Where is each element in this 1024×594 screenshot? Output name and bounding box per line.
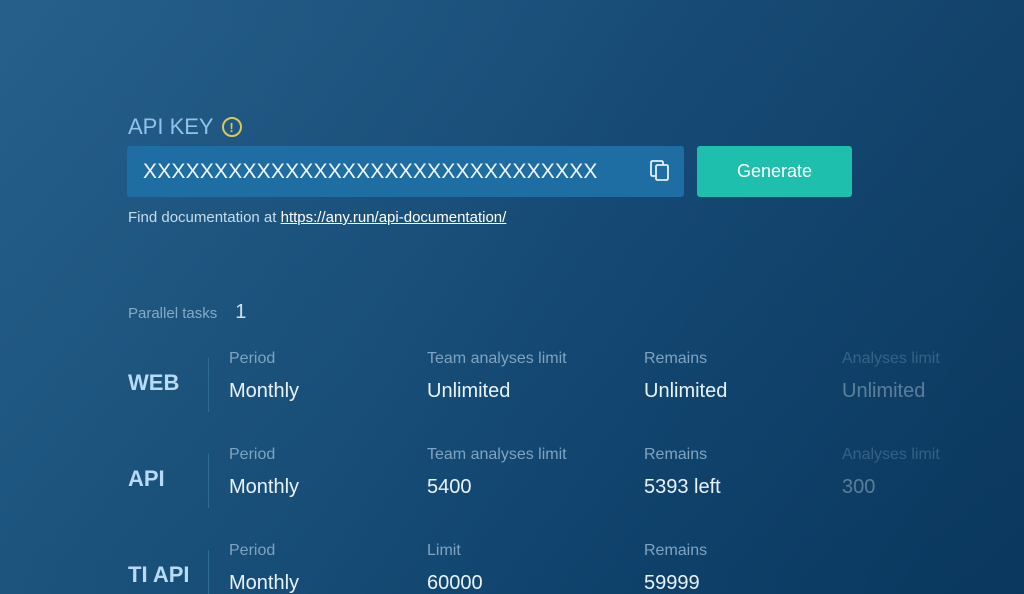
exclamation-circle-icon[interactable]: ! [221, 117, 242, 137]
parallel-tasks-value: 1 [235, 301, 247, 323]
documentation-prefix: Find documentation at [128, 209, 277, 226]
remains-col: Remains 59999 [644, 542, 707, 594]
col-label: Remains [644, 350, 708, 367]
plan-row-ti-api: TI API Period Monthly Limit 60000 Remains 5… [128, 542, 1024, 594]
generate-button[interactable]: Generate [697, 146, 852, 197]
remains-col: Remains Unlimited [644, 350, 727, 403]
remains-col: Remains 5393 left [644, 446, 721, 499]
limit-col: Limit 60000 [427, 542, 483, 594]
limit-col: Team analyses limit Unlimited [427, 350, 567, 403]
col-value: Unlimited [644, 380, 728, 402]
divider [208, 550, 209, 594]
col-label: Analyses limit [842, 350, 940, 367]
api-key-heading: API KEY [128, 114, 214, 139]
plan-name: TI API [128, 562, 190, 587]
col-value: Monthly [229, 380, 300, 402]
divider [208, 454, 209, 508]
col-label: Period [229, 446, 276, 463]
col-label: Limit [427, 542, 461, 559]
col-value: Monthly [229, 572, 300, 594]
col-label: Period [229, 542, 276, 559]
parallel-tasks: Parallel tasks 1 [128, 301, 246, 324]
col-value: 5393 left [644, 476, 721, 498]
api-key-value: XXXXXXXXXXXXXXXXXXXXXXXXXXXXXXXX [143, 159, 598, 183]
parallel-tasks-label: Parallel tasks [128, 305, 218, 322]
col-value: 60000 [427, 572, 483, 594]
col-label: Remains [644, 542, 708, 559]
period-col: Period Monthly [229, 542, 299, 594]
divider [208, 358, 209, 412]
analyses-limit-col: Analyses limit 300 [842, 446, 940, 499]
limit-col: Team analyses limit 5400 [427, 446, 567, 499]
col-label: Analyses limit [842, 446, 940, 463]
plan-row-api: API Period Monthly Team analyses limit 540… [128, 446, 1024, 514]
col-value: 5400 [427, 476, 472, 498]
col-label: Team analyses limit [427, 446, 567, 463]
analyses-limit-col: Analyses limit Unlimited [842, 350, 940, 403]
plan-name: WEB [128, 370, 180, 395]
col-value: 300 [842, 476, 876, 498]
documentation-link[interactable]: https://any.run/api-documentation/ [280, 209, 507, 226]
plan-row-web: WEB Period Monthly Team analyses limit Unl… [128, 350, 1024, 418]
col-value: 59999 [644, 572, 700, 594]
col-label: Team analyses limit [427, 350, 567, 367]
api-key-field[interactable]: XXXXXXXXXXXXXXXXXXXXXXXXXXXXXXXX [127, 146, 684, 197]
api-key-title: API KEY ! [128, 114, 242, 140]
documentation-note: Find documentation at https://any.run/ap… [128, 209, 506, 226]
col-label: Period [229, 350, 276, 367]
copy-icon[interactable] [650, 160, 670, 182]
period-col: Period Monthly [229, 350, 299, 403]
period-col: Period Monthly [229, 446, 299, 499]
col-value: Unlimited [842, 380, 926, 402]
col-value: Monthly [229, 476, 300, 498]
plan-name: API [128, 466, 165, 491]
col-value: Unlimited [427, 380, 511, 402]
col-label: Remains [644, 446, 708, 463]
